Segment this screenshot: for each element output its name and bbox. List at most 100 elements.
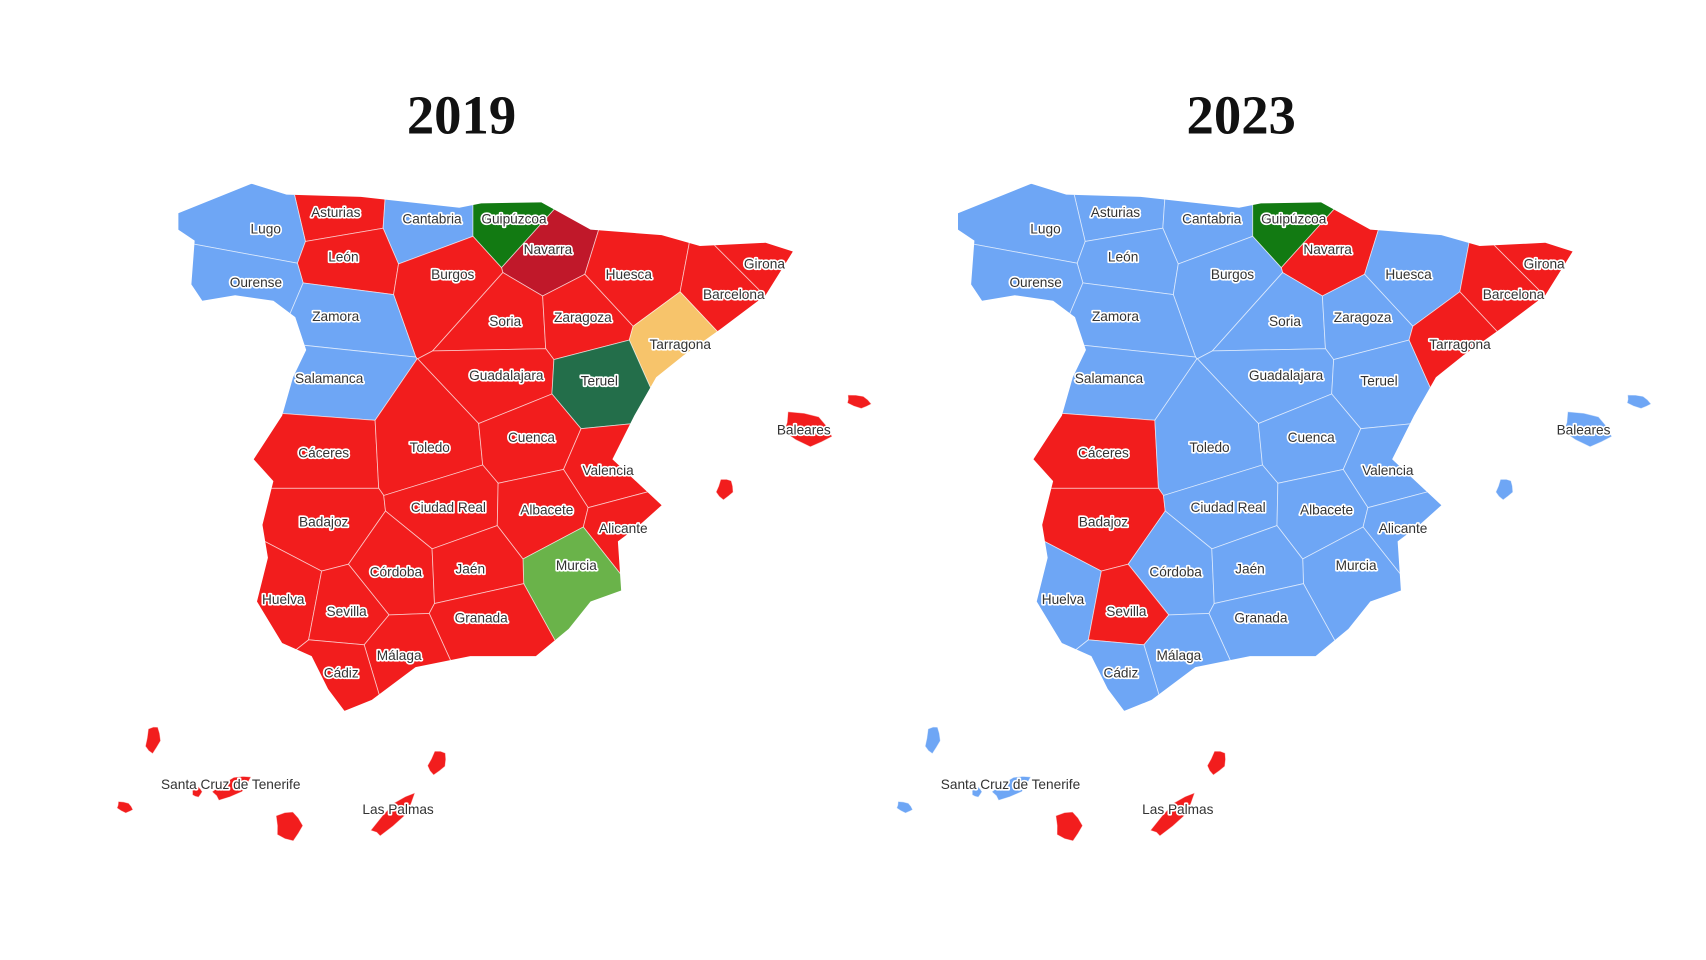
province-label: Teruel: [1360, 373, 1397, 388]
island: [1055, 811, 1084, 842]
province-label: Ciudad Real: [411, 500, 486, 515]
province-label: Barcelona: [703, 287, 765, 302]
province-label: Cuenca: [1288, 430, 1335, 445]
province: [957, 639, 1175, 711]
province-label: Burgos: [1211, 267, 1254, 282]
island: [971, 786, 983, 798]
province-label: Cantabria: [1182, 211, 1242, 226]
map-title: 2023: [1187, 84, 1296, 145]
province-label: Teruel: [581, 373, 618, 388]
province-label: Málaga: [1157, 648, 1202, 663]
province-label: Soria: [489, 314, 521, 329]
province: [582, 465, 793, 711]
island: [275, 811, 304, 842]
island: [1149, 791, 1196, 837]
province-label: Baleares: [777, 422, 831, 437]
province-label: Huesca: [606, 267, 653, 282]
island: [116, 800, 134, 814]
province-label: Málaga: [377, 648, 422, 663]
province-label: Huelva: [262, 592, 305, 607]
province-label: Córdoba: [1149, 565, 1202, 580]
province: [628, 291, 793, 494]
island: [1206, 750, 1227, 776]
province-label: Girona: [744, 256, 785, 271]
province: [178, 183, 306, 264]
province-label: Granada: [1234, 611, 1288, 626]
province-label: Albacete: [1300, 502, 1353, 517]
province: [1408, 291, 1573, 494]
province-label: Murcia: [1336, 558, 1377, 573]
map-title: 2019: [407, 84, 516, 145]
mainland: [178, 183, 793, 711]
island: [783, 411, 833, 448]
province-label: Sevilla: [327, 604, 368, 619]
province: [1362, 465, 1573, 711]
island: [846, 394, 873, 410]
province-label: Toledo: [1189, 440, 1230, 455]
island: [211, 775, 252, 801]
province-label: Girona: [1524, 256, 1565, 271]
province-label: Lugo: [251, 221, 282, 236]
province-label: Murcia: [556, 558, 597, 573]
province-label: Alicante: [1379, 521, 1428, 536]
island: [144, 726, 162, 755]
island: [715, 478, 734, 501]
map: 2019 Asturias Cantabria Guipúzcoa Lugo León Na…: [116, 84, 873, 842]
province-label: Guadalajara: [469, 368, 544, 383]
province-label: Guipúzcoa: [481, 211, 547, 226]
province-label: Valencia: [582, 463, 634, 478]
province-label: Tarragona: [1429, 337, 1491, 352]
province-label: Lugo: [1030, 221, 1061, 236]
province-label: Ciudad Real: [1191, 500, 1266, 515]
province-label: Las Palmas: [1142, 802, 1214, 817]
province-label: Soria: [1269, 314, 1301, 329]
province-label: Albacete: [520, 502, 573, 517]
province-label: Cantabria: [402, 211, 462, 226]
province-label: León: [1108, 250, 1138, 265]
island: [191, 786, 203, 798]
province-label: Badajoz: [299, 514, 349, 529]
province-label: Ourense: [230, 275, 282, 290]
province-label: Las Palmas: [362, 802, 434, 817]
province-label: Guadalajara: [1249, 368, 1324, 383]
province-label: Salamanca: [1075, 371, 1144, 386]
mainland: [957, 183, 1573, 711]
province-label: Cáceres: [298, 445, 349, 460]
maps: 2019 Asturias Cantabria Guipúzcoa Lugo León Na…: [116, 84, 1652, 842]
island: [369, 791, 416, 837]
province-label: Zaragoza: [1334, 310, 1392, 325]
island: [1495, 478, 1514, 501]
province-label: Valencia: [1362, 463, 1414, 478]
province-label: Huelva: [1042, 592, 1085, 607]
province-label: Zaragoza: [554, 310, 612, 325]
province: [957, 236, 1084, 424]
province-label: Cádiz: [1103, 665, 1138, 680]
province-label: León: [328, 250, 358, 265]
island: [896, 800, 914, 814]
island: [1563, 411, 1613, 448]
island: [426, 750, 447, 776]
province-label: Santa Cruz de Tenerife: [941, 777, 1080, 792]
province-label: Asturias: [311, 205, 361, 220]
province-label: Barcelona: [1483, 287, 1545, 302]
province: [178, 639, 395, 711]
island: [1626, 394, 1652, 410]
province: [957, 183, 1086, 264]
province-label: Asturias: [1091, 205, 1141, 220]
province-label: Cádiz: [324, 665, 359, 680]
province-label: Navarra: [1303, 242, 1352, 257]
province-label: Jaén: [455, 561, 485, 576]
province-label: Jaén: [1235, 561, 1265, 576]
province-label: Alicante: [599, 521, 648, 536]
province-label: Tarragona: [649, 337, 711, 352]
island: [924, 726, 941, 755]
province-label: Córdoba: [370, 565, 423, 580]
province-label: Badajoz: [1079, 514, 1129, 529]
province-label: Navarra: [524, 242, 573, 257]
map: 2023 Asturias Cantabria Guipúzcoa Lugo León Na…: [896, 84, 1652, 842]
province-label: Burgos: [431, 267, 474, 282]
province-label: Toledo: [410, 440, 451, 455]
province-label: Granada: [455, 611, 509, 626]
province: [178, 236, 304, 424]
province-label: Zamora: [312, 309, 359, 324]
